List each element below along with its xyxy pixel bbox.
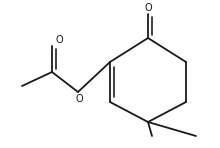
Text: O: O [55, 35, 63, 45]
Text: O: O [144, 3, 152, 13]
Text: O: O [75, 94, 83, 104]
